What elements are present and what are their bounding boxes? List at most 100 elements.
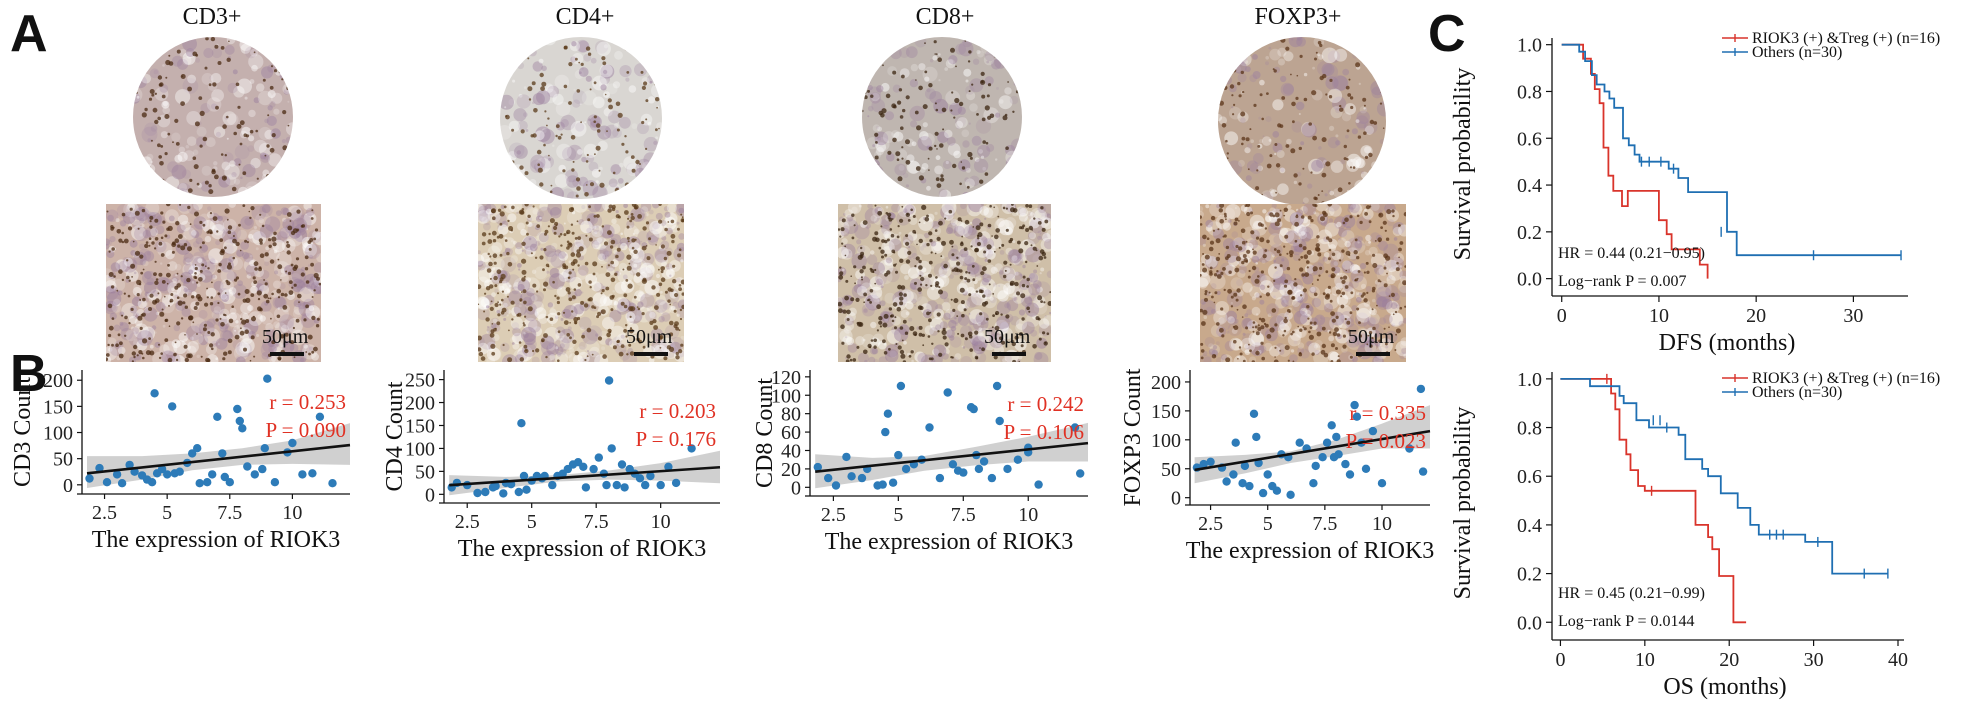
data-point (125, 460, 134, 470)
data-point (481, 487, 490, 497)
data-point (1003, 464, 1012, 474)
data-point (1352, 412, 1362, 421)
data-point (1361, 464, 1371, 473)
y-tick-label: 100 (405, 438, 435, 460)
correlation-p: P = 0.090 (266, 418, 347, 442)
scatter-foxp3: 0 50 100 150 200 2.5 5 7.5 10 The expression of R… (1120, 368, 1434, 564)
correlation-p: P = 0.106 (1004, 420, 1085, 444)
y-tick-label: 80 (781, 404, 801, 426)
legend-label: Others (n=30) (1752, 384, 1842, 401)
correlation-p: P = 0.176 (636, 427, 717, 451)
data-point (220, 472, 229, 482)
x-tick-label: 2.5 (1198, 513, 1223, 535)
zoom-tissue-foxp3 (1200, 204, 1406, 362)
data-point (878, 480, 887, 489)
data-point (1222, 477, 1231, 486)
data-point (969, 404, 978, 414)
panel-label-c: C (1428, 5, 1466, 63)
km-curve-others (1561, 43, 1901, 257)
km-curve-others (1560, 378, 1888, 575)
y-tick-label: 1.0 (1517, 35, 1542, 57)
x-tick-label: 2.5 (455, 511, 480, 533)
y-axis-label: CD8 Count (752, 378, 778, 488)
data-point (157, 464, 167, 474)
data-point (208, 470, 217, 479)
data-point (1272, 486, 1282, 495)
data-point (491, 481, 500, 491)
data-point (894, 450, 903, 460)
regression-line (449, 465, 721, 487)
x-tick-label: 2.5 (821, 504, 846, 526)
stain-title-cd8: CD8+ (915, 4, 975, 30)
data-point (270, 478, 280, 487)
x-tick-label: 10 (282, 502, 302, 524)
scale-bar-cd3 (270, 352, 304, 356)
y-tick-label: 150 (43, 396, 73, 418)
data-point (646, 471, 655, 481)
data-point (147, 478, 157, 487)
x-tick-label: 30 (1843, 305, 1863, 327)
data-point (842, 452, 851, 462)
correlation-p: P = 0.023 (1346, 429, 1427, 453)
data-point (1206, 457, 1215, 466)
data-point (935, 473, 945, 483)
correlation-r: r = 0.335 (1349, 401, 1426, 425)
data-point (548, 480, 557, 490)
x-tick-label: 2.5 (92, 502, 117, 524)
tma-core-cd8 (862, 37, 1022, 197)
data-point (612, 480, 621, 490)
data-point (1070, 423, 1080, 432)
data-point (901, 464, 911, 474)
confidence-band (449, 450, 720, 496)
data-point (1076, 469, 1085, 478)
data-point (225, 478, 234, 487)
x-axis-label: OS (months) (1663, 674, 1786, 700)
y-tick-label: 100 (771, 385, 801, 407)
data-point (163, 470, 172, 479)
data-point (308, 469, 317, 478)
tma-core-foxp3 (1218, 37, 1386, 205)
data-point (1034, 480, 1043, 489)
data-point (925, 423, 934, 432)
data-point (188, 449, 197, 458)
scale-label-cd4: 50μm (626, 326, 673, 348)
x-tick-label: 10 (1372, 513, 1392, 535)
y-tick-label: 0.4 (1517, 515, 1542, 537)
scale-bar-cd4 (634, 352, 668, 356)
data-point (218, 449, 227, 458)
x-tick-label: 5 (162, 502, 172, 524)
data-point (1416, 384, 1426, 394)
zoom-tissue-cd8 (838, 204, 1051, 362)
data-point (473, 488, 482, 498)
data-point (168, 402, 177, 411)
data-point (519, 471, 529, 481)
y-tick-label: 0.6 (1517, 128, 1542, 150)
data-point (1249, 409, 1259, 418)
x-tick-label: 10 (1018, 504, 1038, 526)
data-point (974, 464, 984, 474)
data-point (671, 478, 681, 488)
data-point (1309, 479, 1318, 488)
data-point (1350, 400, 1359, 410)
data-point (85, 474, 94, 483)
scale-label-cd8: 50μm (984, 326, 1031, 348)
data-point (1377, 479, 1387, 488)
data-point (175, 467, 184, 476)
data-point (594, 453, 603, 462)
correlation-r: r = 0.242 (1007, 392, 1084, 416)
y-tick-label: 50 (53, 449, 73, 471)
data-point (847, 472, 856, 481)
y-tick-label: 0 (63, 475, 73, 497)
y-tick-label: 200 (1151, 372, 1181, 394)
data-point (195, 479, 204, 488)
data-point (948, 460, 958, 469)
y-axis-label: CD4 Count (382, 381, 408, 491)
legend-label: RIOK3 (+) &Treg (+) (n=16) (1752, 30, 1940, 47)
data-point (288, 438, 297, 448)
y-tick-label: 60 (781, 422, 801, 444)
data-point (1418, 467, 1428, 476)
confidence-band (87, 423, 350, 488)
data-point (1238, 479, 1247, 488)
